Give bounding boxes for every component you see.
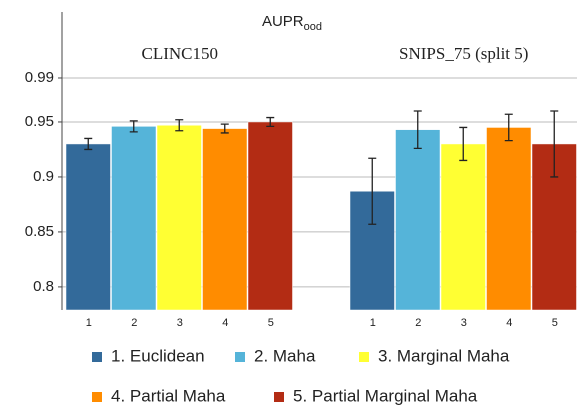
- bar-label: 2: [415, 317, 421, 329]
- error-bar: [550, 110, 559, 178]
- error-bar: [220, 123, 229, 134]
- error-bar: [368, 157, 377, 225]
- legend-label: 4. Partial Maha: [111, 386, 226, 405]
- y-tick-label: 0.9: [33, 168, 54, 185]
- bar-label: 1: [370, 317, 376, 329]
- group-title: SNIPS_75 (split 5): [399, 44, 528, 63]
- bar-label: 3: [177, 317, 183, 329]
- y-tick-label: 0.85: [25, 223, 54, 240]
- y-tick-label: 0.95: [25, 113, 54, 130]
- legend-label: 2. Maha: [254, 346, 316, 365]
- error-bar: [266, 116, 275, 128]
- legend-label: 3. Marginal Maha: [378, 346, 510, 365]
- bar-label: 2: [131, 317, 137, 329]
- error-bar: [84, 137, 93, 151]
- error-bar: [413, 110, 422, 150]
- legend-marker: [235, 352, 245, 362]
- bar-label: 4: [506, 317, 512, 329]
- bar: [486, 127, 532, 311]
- error-bar: [129, 120, 138, 133]
- title-main: AUPR: [262, 13, 304, 30]
- legend-label: 1. Euclidean: [111, 346, 205, 365]
- bar-label: 1: [86, 317, 92, 329]
- chart-title: AUPRood: [262, 13, 322, 33]
- bar: [247, 121, 293, 311]
- bar: [395, 129, 441, 311]
- bar: [440, 143, 486, 311]
- bar: [111, 126, 157, 311]
- error-bar: [459, 126, 468, 162]
- y-tick-label: 0.99: [25, 69, 54, 86]
- legend-marker: [92, 392, 102, 402]
- error-bar: [175, 119, 184, 132]
- legend-marker: [274, 392, 284, 402]
- bar-label: 3: [461, 317, 467, 329]
- bar: [65, 143, 111, 311]
- bar-label: 4: [222, 317, 228, 329]
- title-subscript: ood: [304, 21, 322, 33]
- group-title: CLINC150: [142, 44, 219, 63]
- y-tick-label: 0.8: [33, 278, 54, 295]
- legend-label: 5. Partial Marginal Maha: [293, 386, 478, 405]
- error-bar: [504, 113, 513, 142]
- bar-label: 5: [552, 317, 558, 329]
- bar: [156, 125, 202, 311]
- legend-marker: [359, 352, 369, 362]
- legend-marker: [92, 352, 102, 362]
- bar-label: 5: [268, 317, 274, 329]
- bar: [202, 128, 248, 311]
